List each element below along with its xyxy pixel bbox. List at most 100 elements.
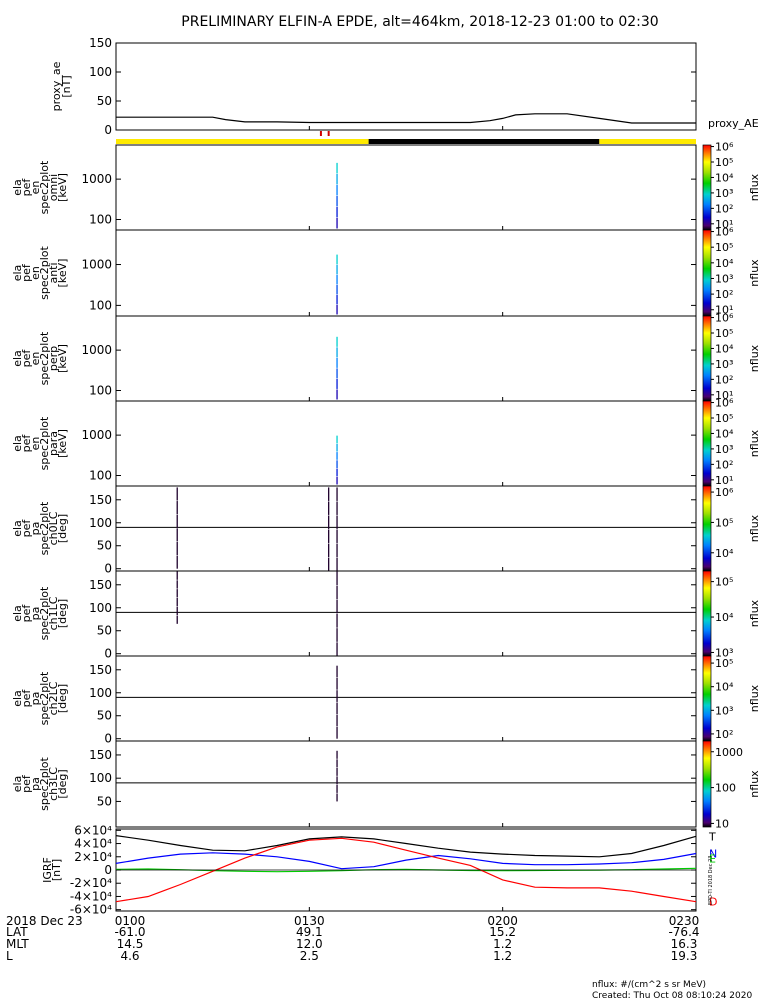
y-axis-label-line-3: spec2plot (38, 671, 51, 725)
y-tick-label-6: 6×10⁴ (74, 823, 112, 837)
y-tick-label-0: 0 (104, 123, 112, 137)
colorbar-tick-label-5: 10⁶ (715, 141, 734, 154)
series-line-D (115, 837, 697, 903)
y-tick-label-2: 100 (89, 686, 112, 700)
y-axis-label-line-2: pa (29, 777, 42, 791)
colorbar-tick-label-0: 10³ (715, 646, 733, 659)
y-axis-label-line-0: ela (11, 435, 24, 452)
colorbar-tick-label-1: 10³ (715, 704, 733, 717)
y-axis-label-line-0: ela (11, 605, 24, 622)
side-note: EPD-TI 2018 Dec 23 ... (708, 849, 714, 905)
y-axis-label-line-3: spec2plot (38, 757, 51, 811)
y-axis-label-line-5: [keV] (56, 173, 69, 202)
ephemeris-value: 14.5 (117, 937, 144, 951)
panels: 050100150proxy_ae[nT]proxy_AE1001000elap… (11, 36, 761, 917)
series-label-D: D (709, 896, 717, 909)
colorbar-tick-label-0: 10¹ (715, 304, 733, 317)
y-axis-label-line-2: pa (29, 607, 42, 621)
y-axis-label-line-3: spec2plot (38, 160, 51, 214)
colorbar-tick-label-1: 10² (715, 373, 733, 386)
ephemeris-row-label: LAT (6, 925, 28, 939)
y-axis-label-line-3: spec2plot (38, 331, 51, 385)
ephemeris-value: 19.3 (671, 949, 698, 963)
y-tick-label-0: 0 (104, 732, 112, 746)
y-axis-label-line-4: perp (47, 346, 60, 371)
plot-frame (115, 229, 697, 317)
colorbar (702, 485, 712, 572)
y-axis-label-line-3: spec2plot (38, 501, 51, 555)
y-tick-label-2: 100 (89, 65, 112, 79)
colorbar-tick-label-0: 10⁴ (715, 547, 734, 560)
colorbar-tick-label-0: 10¹ (715, 474, 733, 487)
coverage-segment-2 (599, 139, 696, 144)
y-tick-label-0: 100 (89, 384, 112, 398)
y-tick-label-0: 0 (104, 647, 112, 661)
y-tick-label-1: 1000 (81, 428, 112, 442)
ephemeris-value: 15.2 (489, 925, 516, 939)
y-tick-label-3: 150 (89, 663, 112, 677)
y-axis-label-line-0: proxy_ae (50, 61, 63, 111)
y-axis-label-line-3: spec2plot (38, 416, 51, 470)
colorbar-label: nflux (748, 429, 761, 457)
colorbar-label: nflux (748, 344, 761, 372)
y-axis-label-line-0: ela (11, 520, 24, 537)
y-tick-label-0: -6×10⁴ (70, 903, 112, 917)
y-tick-label-1: 1000 (81, 172, 112, 186)
y-tick-label-2: 100 (89, 601, 112, 615)
colorbar-tick-label-1: 10⁵ (715, 516, 733, 529)
y-axis-label-line-4: omni (47, 174, 60, 201)
y-axis-label-line-0: IGRF (41, 857, 54, 883)
footer-units: nflux: #/(cm^2 s sr MeV) (592, 980, 706, 990)
colorbar-label: nflux (748, 770, 761, 798)
y-axis-label-line-1: pef (20, 178, 33, 197)
plot-frame (115, 485, 697, 572)
colorbar (702, 229, 712, 317)
y-tick-label-5: 4×10⁴ (74, 837, 112, 851)
y-axis-label-line-1: pef (20, 263, 33, 282)
ephemeris-row-label: MLT (6, 937, 29, 951)
y-tick-label-3: 150 (89, 36, 112, 50)
y-axis-label-line-4: ch1LC (47, 596, 60, 630)
y-axis-label-line-1: pef (20, 774, 33, 793)
series-line-T (115, 835, 697, 858)
y-tick-label-0: 50 (97, 794, 112, 808)
y-tick-label-2: 150 (89, 748, 112, 762)
x-tick-label-3: 0230 (669, 914, 700, 928)
colorbar-tick-label-1: 10² (715, 202, 733, 215)
y-tick-label-1: 50 (97, 539, 112, 553)
y-axis-label-line-1: [nT] (50, 859, 63, 881)
colorbar-tick-label-0: 10² (715, 728, 733, 741)
ephemeris-value: 16.3 (671, 937, 698, 951)
y-tick-label-1: -4×10⁴ (70, 889, 112, 903)
ephemeris-value: -76.4 (668, 925, 699, 939)
colorbar (702, 144, 712, 231)
date-label: 2018 Dec 23 (6, 914, 83, 928)
colorbar-label: nflux (748, 259, 761, 287)
y-tick-label-1: 1000 (81, 258, 112, 272)
y-tick-label-3: 150 (89, 578, 112, 592)
y-tick-label-4: 2×10⁴ (74, 850, 112, 864)
colorbar-tick-label-2: 10³ (715, 358, 733, 371)
y-axis-label-line-1: pef (20, 604, 33, 623)
series-line-N (115, 852, 697, 870)
colorbar-tick-label-1: 10² (715, 288, 733, 301)
colorbar (702, 740, 712, 828)
series-label-E: E (709, 852, 716, 865)
colorbar-tick-label-2: 10³ (715, 443, 733, 456)
ephemeris-value: 2.5 (300, 949, 319, 963)
coverage-segment-1 (368, 139, 600, 144)
colorbar-tick-label-4: 10⁵ (715, 241, 733, 254)
series-line-proxy_AE (116, 113, 696, 124)
colorbar (702, 400, 712, 487)
colorbar-tick-label-1: 10⁴ (715, 611, 734, 624)
y-axis-label-line-0: ela (11, 690, 24, 707)
ephemeris-value: -61.0 (114, 925, 145, 939)
y-axis-label-line-5: [deg] (56, 599, 69, 628)
y-axis-label-line-1: pef (20, 519, 33, 538)
y-axis-label-line-0: ela (11, 265, 24, 282)
plot-frame (115, 655, 697, 742)
